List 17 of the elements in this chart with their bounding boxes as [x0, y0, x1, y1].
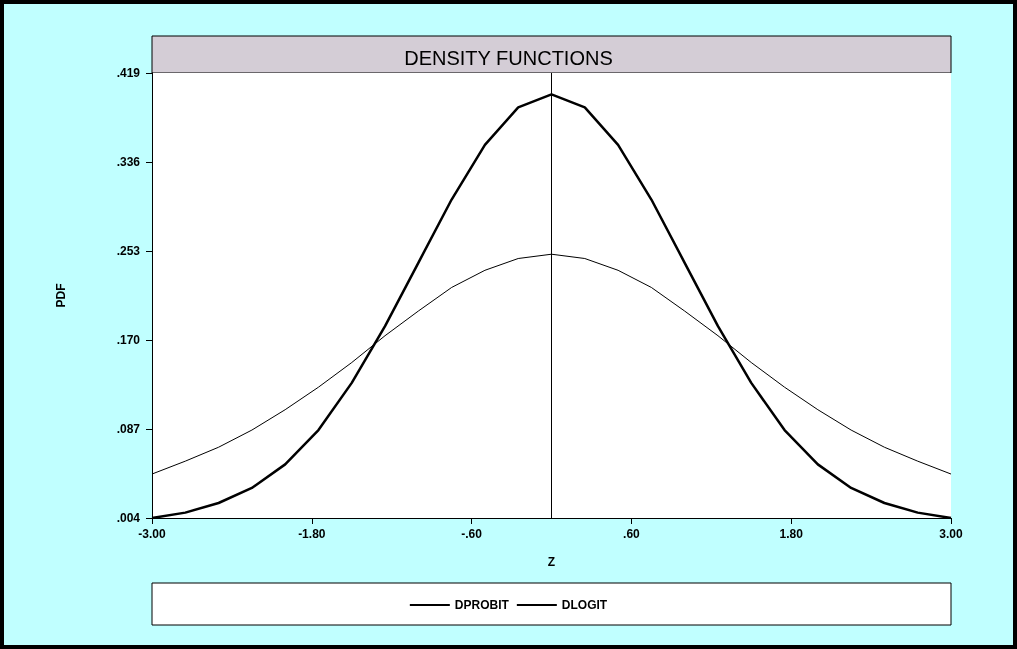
y-tick-label: .253	[116, 244, 141, 258]
legend-label: DLOGIT	[561, 598, 608, 612]
x-tick-label: -3.00	[138, 527, 166, 541]
legend-label: DPROBIT	[454, 598, 510, 612]
y-tick-label: .170	[116, 333, 141, 347]
x-tick-label: -1.80	[298, 527, 326, 541]
x-tick-label: 1.80	[779, 527, 804, 541]
x-tick-label: 3.00	[939, 527, 963, 541]
x-tick-label: -.60	[461, 527, 483, 541]
chart-title: DENSITY FUNCTIONS	[404, 47, 613, 69]
x-tick-label: .60	[623, 527, 641, 541]
y-tick-label: .004	[116, 511, 141, 525]
y-tick-label: .087	[116, 422, 141, 436]
y-axis-title: PDF	[54, 283, 68, 308]
x-axis-title: Z	[547, 555, 556, 569]
y-tick-label: .336	[116, 155, 141, 169]
y-tick-label: .419	[116, 66, 141, 80]
